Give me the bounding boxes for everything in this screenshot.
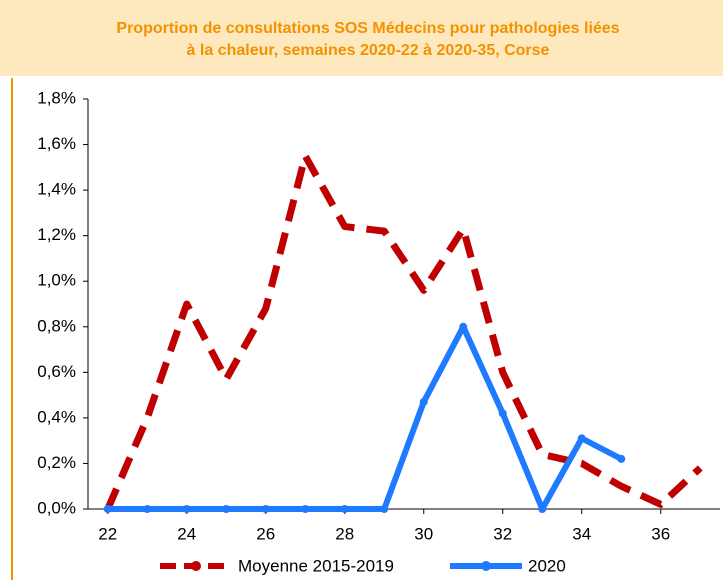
legend-marker [481,561,491,571]
x-tick-label: 36 [651,524,670,543]
series-line [104,323,625,512]
y-tick-label: 1,2% [37,225,76,244]
series-marker [419,397,428,406]
legend-label: 2020 [528,556,566,575]
series-marker [340,505,349,513]
series-marker [577,434,586,443]
y-tick-label: 0,6% [37,362,76,381]
y-tick-label: 0,2% [37,453,76,472]
title-box [0,0,723,76]
series-marker [498,409,507,418]
legend-label: Moyenne 2015-2019 [238,556,394,575]
chart-title: à la chaleur, semaines 2020-22 à 2020-35… [187,42,550,59]
legend-marker [191,561,201,571]
x-tick-label: 32 [493,524,512,543]
y-tick-label: 1,8% [37,88,76,107]
x-tick-label: 28 [335,524,354,543]
series-marker [103,505,112,513]
y-tick-label: 0,0% [37,498,76,517]
y-tick-label: 1,4% [37,180,76,199]
y-tick-label: 0,8% [37,316,76,335]
x-tick-label: 22 [98,524,117,543]
y-tick-label: 0,4% [37,407,76,426]
series-line [104,152,703,511]
x-tick-label: 34 [572,524,591,543]
series-marker [222,505,231,513]
series-marker [261,505,270,513]
series-marker [182,505,191,513]
x-tick-label: 30 [414,524,433,543]
x-tick-label: 24 [177,524,196,543]
series-marker [380,505,389,513]
x-tick-label: 26 [256,524,275,543]
series-marker [538,505,547,513]
y-tick-label: 1,6% [37,134,76,153]
series-marker [301,505,310,513]
y-tick-label: 1,0% [37,271,76,290]
series-marker [143,505,152,513]
series-marker [459,322,468,331]
chart-title: Proportion de consultations SOS Médecins… [116,20,619,37]
series-marker [617,454,626,463]
